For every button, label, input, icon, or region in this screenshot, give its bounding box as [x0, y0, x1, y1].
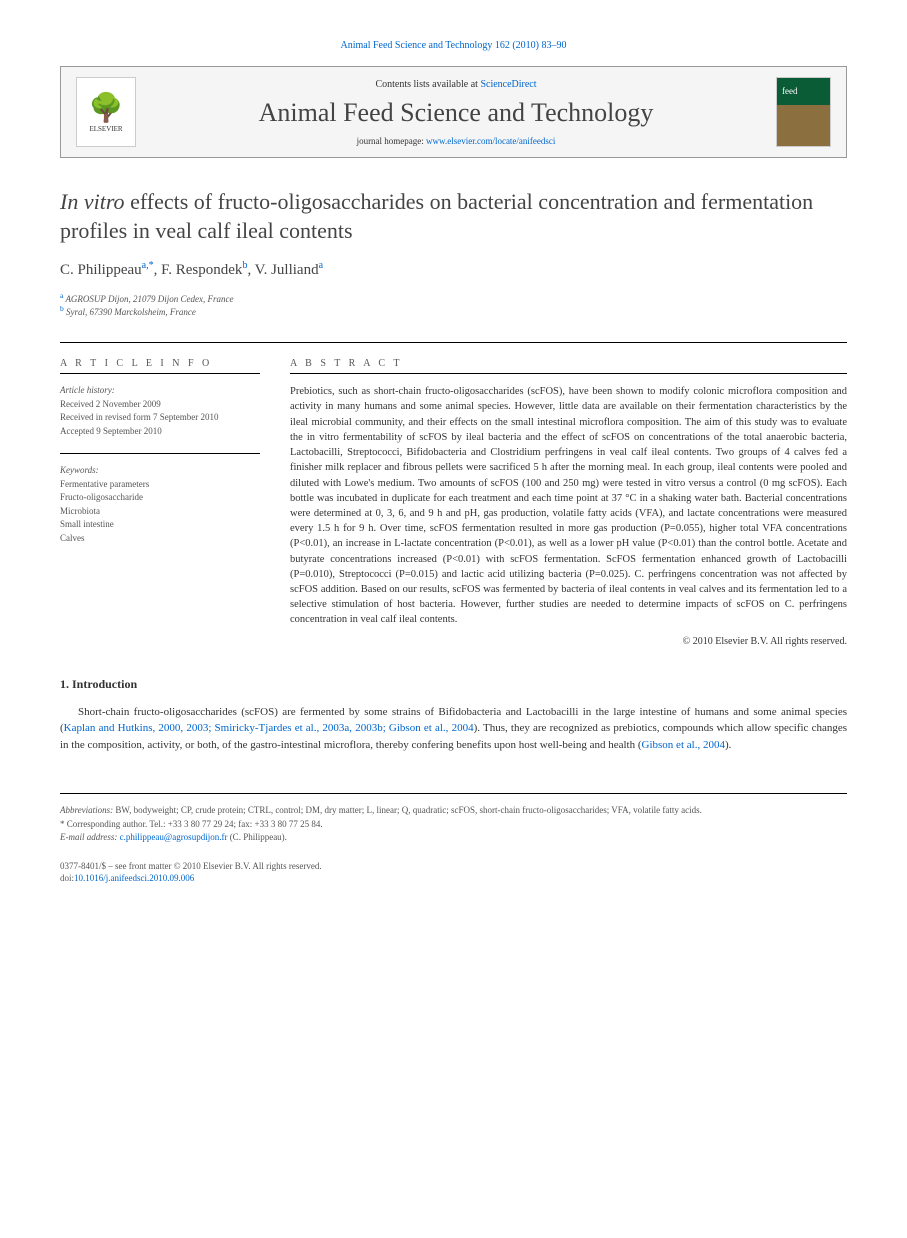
- article-info-head: A R T I C L E I N F O: [60, 358, 260, 374]
- author-1-aff: a,: [142, 260, 149, 271]
- footer-notes: Abbreviations: BW, bodyweight; CP, crude…: [60, 793, 847, 845]
- author-1: C. Philippeau: [60, 262, 142, 278]
- keywords-label: Keywords:: [60, 464, 260, 478]
- journal-header: 🌳 ELSEVIER Contents lists available at S…: [60, 66, 847, 158]
- info-abstract-row: A R T I C L E I N F O Article history: R…: [60, 342, 847, 647]
- keyword-0: Fermentative parameters: [60, 478, 260, 492]
- abbrev-text: BW, bodyweight; CP, crude protein; CTRL,…: [113, 805, 702, 815]
- elsevier-logo: 🌳 ELSEVIER: [76, 77, 136, 147]
- journal-cover-thumbnail: [776, 77, 831, 147]
- author-3: , V. Julliand: [247, 262, 318, 278]
- publisher-name: ELSEVIER: [89, 125, 122, 133]
- homepage-link[interactable]: www.elsevier.com/locate/anifeedsci: [426, 136, 555, 146]
- bottom-publication-info: 0377-8401/$ – see front matter © 2010 El…: [60, 860, 847, 885]
- affiliation-a: a AGROSUP Dijon, 21079 Dijon Cedex, Fran…: [60, 291, 847, 304]
- received-date: Received 2 November 2009: [60, 398, 260, 412]
- header-center: Contents lists available at ScienceDirec…: [136, 79, 776, 146]
- keyword-1: Fructo-oligosaccharide: [60, 491, 260, 505]
- intro-paragraph: Short-chain fructo-oligosaccharides (scF…: [60, 704, 847, 754]
- doi-prefix: doi:: [60, 873, 74, 883]
- accepted-date: Accepted 9 September 2010: [60, 425, 260, 439]
- abstract-text: Prebiotics, such as short-chain fructo-o…: [290, 384, 847, 628]
- history-label: Article history:: [60, 384, 260, 398]
- abstract-copyright: © 2010 Elsevier B.V. All rights reserved…: [290, 636, 847, 647]
- keyword-2: Microbiota: [60, 505, 260, 519]
- elsevier-tree-icon: 🌳: [89, 91, 124, 125]
- affiliations: a AGROSUP Dijon, 21079 Dijon Cedex, Fran…: [60, 291, 847, 317]
- author-3-aff: a: [319, 260, 323, 271]
- article-history: Article history: Received 2 November 200…: [60, 384, 260, 438]
- title-italic: In vitro: [60, 189, 125, 214]
- sciencedirect-link[interactable]: ScienceDirect: [480, 79, 536, 90]
- keyword-4: Calves: [60, 532, 260, 546]
- journal-reference: Animal Feed Science and Technology 162 (…: [60, 40, 847, 51]
- intro-citation-2[interactable]: Gibson et al., 2004: [642, 739, 725, 751]
- abbreviations: Abbreviations: BW, bodyweight; CP, crude…: [60, 804, 847, 818]
- email-label: E-mail address:: [60, 832, 117, 842]
- title-rest: effects of fructo-oligosaccharides on ba…: [60, 189, 813, 243]
- introduction-section: 1. Introduction Short-chain fructo-oligo…: [60, 677, 847, 754]
- contents-prefix: Contents lists available at: [375, 79, 480, 90]
- issn-line: 0377-8401/$ – see front matter © 2010 El…: [60, 860, 847, 873]
- revised-date: Received in revised form 7 September 201…: [60, 411, 260, 425]
- email-link[interactable]: c.philippeau@agrosupdijon.fr: [120, 832, 228, 842]
- intro-citation-1[interactable]: Kaplan and Hutkins, 2000, 2003; Smiricky…: [64, 722, 474, 734]
- intro-heading: 1. Introduction: [60, 677, 847, 692]
- journal-name: Animal Feed Science and Technology: [136, 98, 776, 128]
- affiliation-b: b Syral, 67390 Marckolsheim, France: [60, 304, 847, 317]
- corresponding-author: * Corresponding author. Tel.: +33 3 80 7…: [60, 818, 847, 832]
- abstract-column: A B S T R A C T Prebiotics, such as shor…: [290, 358, 847, 647]
- author-2: , F. Respondek: [154, 262, 243, 278]
- email-suffix: (C. Philippeau).: [227, 832, 287, 842]
- authors-list: C. Philippeaua,*, F. Respondekb, V. Jull…: [60, 260, 847, 279]
- intro-text-3: ).: [725, 739, 731, 751]
- doi-line: doi:10.1016/j.anifeedsci.2010.09.006: [60, 872, 847, 885]
- article-info-column: A R T I C L E I N F O Article history: R…: [60, 358, 260, 647]
- homepage-line: journal homepage: www.elsevier.com/locat…: [136, 136, 776, 146]
- doi-link[interactable]: 10.1016/j.anifeedsci.2010.09.006: [74, 873, 194, 883]
- contents-available: Contents lists available at ScienceDirec…: [136, 79, 776, 90]
- abbrev-label: Abbreviations:: [60, 805, 113, 815]
- email-line: E-mail address: c.philippeau@agrosupdijo…: [60, 831, 847, 845]
- keywords-block: Keywords: Fermentative parameters Fructo…: [60, 453, 260, 545]
- article-title: In vitro effects of fructo-oligosacchari…: [60, 188, 847, 245]
- abstract-head: A B S T R A C T: [290, 358, 847, 374]
- keyword-3: Small intestine: [60, 518, 260, 532]
- homepage-prefix: journal homepage:: [357, 136, 426, 146]
